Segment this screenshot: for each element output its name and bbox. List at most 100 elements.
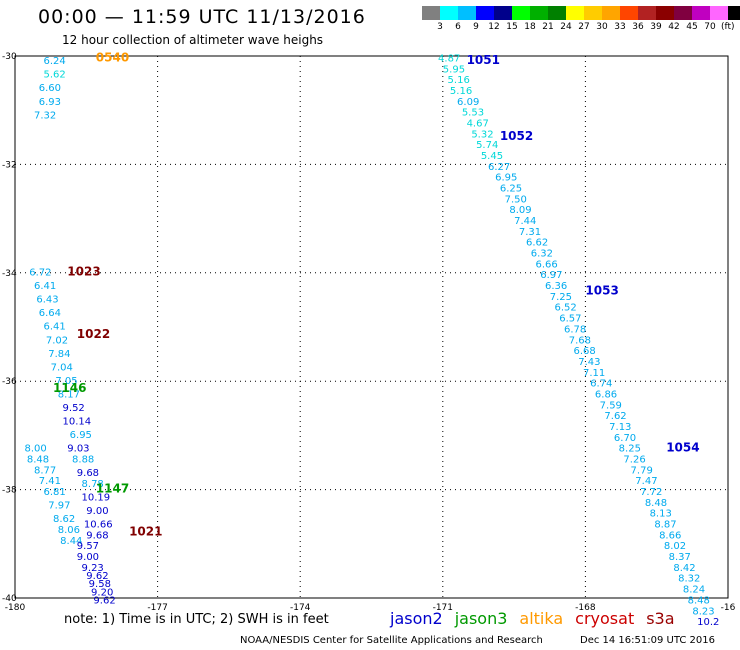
swh-value: 7.62	[604, 411, 626, 422]
x-tick-label: -174	[290, 603, 311, 613]
pass-time-label: 1054	[666, 441, 699, 455]
swh-value: 7.13	[609, 422, 631, 433]
swh-value: 6.24	[44, 56, 66, 67]
color-swatch	[710, 6, 728, 20]
x-tick-label: -177	[147, 603, 167, 613]
color-swatch	[440, 6, 458, 20]
swh-value: 8.06	[58, 525, 80, 536]
swh-value: 9.23	[82, 563, 104, 574]
swh-value: 6.72	[29, 268, 51, 279]
page-title: 00:00 — 11:59 UTC 11/13/2016	[38, 6, 366, 28]
swh-value: 5.16	[448, 75, 470, 86]
swh-value: 6.52	[555, 303, 577, 314]
color-scale-label: 70	[704, 22, 716, 32]
swh-value: 5.62	[44, 70, 66, 81]
color-swatch	[584, 6, 602, 20]
swh-value: 8.78	[82, 479, 104, 490]
pass-time-label: 1023	[67, 265, 100, 279]
swh-value: 10.66	[84, 520, 113, 531]
swh-value: 10.2	[697, 617, 719, 628]
swh-value: 9.03	[67, 444, 89, 455]
color-scale-label: 27	[578, 22, 590, 32]
swh-value: 6.74	[590, 379, 612, 390]
swh-value: 6.97	[540, 270, 562, 281]
color-scale-labels: 3 6 9 12 15 18 21 24 27 30 33 36 39 42 45 70	[422, 22, 719, 34]
color-swatch	[476, 6, 494, 20]
swh-value: 7.43	[578, 357, 600, 368]
legend-jason2: jason2	[390, 609, 443, 628]
swh-value: 8.87	[654, 520, 676, 531]
x-tick-label: -171	[433, 603, 453, 613]
color-swatch	[548, 6, 566, 20]
swh-value: 6.95	[70, 430, 92, 441]
swh-value: 6.95	[495, 173, 517, 184]
color-scale-label: 3	[437, 22, 443, 32]
swh-value: 8.42	[673, 563, 695, 574]
y-tick-label: -36	[2, 377, 17, 387]
legend-s3a: s3a	[646, 609, 675, 628]
swh-value: 5.16	[450, 86, 472, 97]
swh-value: 7.47	[635, 476, 657, 487]
color-scale-label: 21	[542, 22, 554, 32]
color-swatch	[620, 6, 638, 20]
swh-value: 8.24	[683, 585, 705, 596]
timestamp: Dec 14 16:51:09 UTC 2016	[580, 635, 715, 646]
pass-time-label: 1022	[77, 327, 110, 341]
color-swatch	[494, 6, 512, 20]
swh-value: 9.62	[93, 595, 115, 606]
y-tick-label: -34	[2, 269, 17, 279]
color-scale-label: 36	[632, 22, 644, 32]
x-tick-label: -168	[575, 603, 596, 613]
swh-value: 9.00	[86, 506, 108, 517]
swh-value: 6.36	[545, 281, 567, 292]
color-swatch	[566, 6, 584, 20]
y-tick-label: -32	[2, 160, 17, 170]
swh-value: 9.58	[89, 579, 111, 590]
swh-value: 8.09	[509, 205, 531, 216]
color-scale-unit: (ft)	[721, 22, 735, 32]
page-subtitle: 12 hour collection of altimeter wave hei…	[62, 33, 324, 47]
swh-value: 7.79	[631, 465, 653, 476]
swh-value: 8.66	[659, 530, 681, 541]
swh-value: 7.31	[519, 227, 541, 238]
color-swatch	[674, 6, 692, 20]
swh-value: 7.26	[623, 455, 645, 466]
swh-value: 7.05	[55, 376, 77, 387]
swh-value: 7.59	[600, 400, 622, 411]
color-swatch	[728, 6, 740, 20]
legend-altika: altika	[519, 609, 564, 628]
swh-value: 8.00	[25, 444, 47, 455]
swh-value: 9.20	[91, 587, 113, 598]
swh-value: 5.95	[443, 64, 465, 75]
swh-value: 10.19	[82, 492, 111, 503]
swh-value: 6.68	[574, 346, 596, 357]
swh-value: 7.84	[48, 349, 70, 360]
x-tick-label: -16	[721, 603, 736, 613]
swh-value: 4.87	[438, 53, 460, 64]
swh-value: 7.32	[34, 110, 56, 121]
x-tick-label: -180	[5, 603, 26, 613]
color-swatch	[422, 6, 440, 20]
swh-value: 6.25	[500, 184, 522, 195]
swh-value: 8.02	[664, 541, 686, 552]
swh-value: 9.68	[77, 468, 99, 479]
swh-value: 8.62	[53, 514, 75, 525]
swh-value: 10.14	[63, 417, 92, 428]
color-swatch	[458, 6, 476, 20]
swh-value: 5.32	[471, 129, 493, 140]
swh-value: 8.13	[650, 509, 672, 520]
plot-frame	[14, 55, 729, 599]
color-scale-label: 30	[596, 22, 608, 32]
swh-value: 6.64	[39, 308, 61, 319]
color-swatch	[602, 6, 620, 20]
swh-value: 7.50	[505, 194, 527, 205]
swh-value: 6.43	[36, 295, 58, 306]
legend-jason3: jason3	[454, 609, 508, 628]
swh-value: 8.25	[619, 444, 641, 455]
swh-value: 6.62	[526, 238, 548, 249]
swh-value: 7.41	[39, 476, 61, 487]
swh-value: 7.11	[583, 368, 605, 379]
color-scale-label: 9	[473, 22, 479, 32]
swh-value: 7.44	[514, 216, 536, 227]
